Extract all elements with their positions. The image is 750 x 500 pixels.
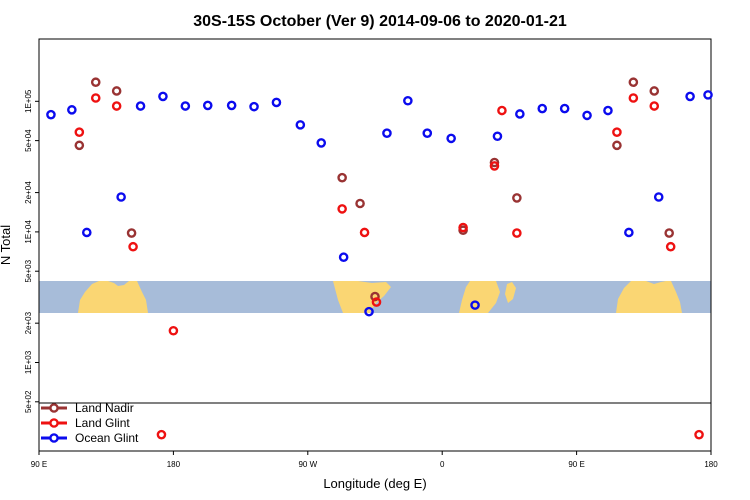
x-tick-label: 180 bbox=[167, 460, 181, 469]
x-tick-label: 90 W bbox=[298, 460, 317, 469]
data-point-ocean-glint bbox=[446, 133, 456, 144]
data-point-land-glint bbox=[458, 222, 468, 233]
data-points bbox=[46, 77, 713, 440]
map-land-south-america bbox=[333, 281, 391, 313]
data-point-land-nadir bbox=[111, 86, 122, 96]
y-tick-label: 1E+05 bbox=[24, 89, 33, 113]
y-tick-label: 5e+04 bbox=[24, 129, 33, 152]
data-point-ocean-glint bbox=[46, 109, 56, 120]
data-point-land-nadir bbox=[612, 140, 622, 151]
data-point-ocean-glint bbox=[249, 101, 259, 112]
data-point-ocean-glint bbox=[515, 109, 525, 119]
data-point-ocean-glint bbox=[81, 227, 92, 238]
data-point-land-nadir bbox=[664, 228, 674, 238]
data-point-land-nadir bbox=[370, 291, 380, 302]
x-axis: 90 E 180 90 W 0 90 E 180 bbox=[31, 451, 718, 469]
data-point-land-glint bbox=[371, 297, 382, 307]
data-point-ocean-glint bbox=[603, 105, 613, 116]
map-land-australia bbox=[78, 281, 148, 313]
data-point-land-nadir bbox=[512, 193, 522, 203]
data-point-ocean-glint bbox=[226, 100, 237, 111]
legend-marker bbox=[49, 433, 59, 443]
x-tick-label: 180 bbox=[704, 460, 718, 469]
data-point-land-nadir bbox=[649, 86, 660, 96]
data-point-land-glint bbox=[128, 241, 138, 252]
data-point-ocean-glint bbox=[295, 120, 306, 130]
data-point-land-glint bbox=[497, 105, 507, 116]
data-point-land-glint bbox=[359, 227, 370, 238]
data-point-ocean-glint bbox=[158, 91, 168, 102]
data-point-ocean-glint bbox=[180, 101, 191, 111]
data-point-ocean-glint bbox=[492, 131, 503, 142]
data-point-ocean-glint bbox=[403, 95, 413, 106]
data-point-land-glint bbox=[649, 101, 660, 111]
data-point-land-glint bbox=[628, 93, 639, 103]
data-point-land-nadir bbox=[90, 77, 101, 88]
data-point-ocean-glint bbox=[364, 306, 374, 317]
map-land-australia-east bbox=[616, 281, 682, 313]
world-map-band bbox=[39, 281, 711, 313]
legend-marker bbox=[49, 403, 59, 413]
data-point-ocean-glint bbox=[271, 97, 282, 108]
y-tick-label: 1E+03 bbox=[24, 350, 33, 374]
legend-label: Ocean Glint bbox=[75, 431, 139, 445]
data-point-ocean-glint bbox=[653, 192, 664, 202]
legend-label: Land Glint bbox=[75, 416, 130, 430]
data-point-land-glint bbox=[337, 204, 347, 214]
y-tick-label: 5e+03 bbox=[24, 259, 33, 282]
data-point-land-glint bbox=[512, 228, 522, 238]
data-point-land-glint bbox=[168, 325, 179, 336]
data-point-land-nadir bbox=[74, 140, 85, 151]
y-tick-label: 2e+04 bbox=[24, 181, 33, 204]
data-point-ocean-glint bbox=[685, 91, 695, 102]
y-axis-label: N Total bbox=[0, 225, 13, 265]
data-point-land-nadir bbox=[628, 77, 639, 88]
data-point-ocean-glint bbox=[135, 101, 146, 111]
data-point-ocean-glint bbox=[338, 252, 349, 263]
legend-frame bbox=[38, 402, 712, 452]
data-point-ocean-glint bbox=[202, 100, 213, 111]
data-point-land-glint bbox=[489, 161, 500, 171]
y-tick-label: 5e+02 bbox=[24, 390, 33, 413]
data-point-land-nadir bbox=[126, 228, 137, 238]
chart-title: 30S-15S October (Ver 9) 2014-09-06 to 20… bbox=[193, 13, 567, 30]
data-point-land-glint bbox=[156, 429, 167, 440]
data-point-ocean-glint bbox=[382, 128, 392, 138]
data-point-ocean-glint bbox=[470, 300, 480, 310]
data-point-land-nadir bbox=[489, 157, 500, 168]
data-point-land-glint bbox=[665, 241, 676, 252]
data-point-ocean-glint bbox=[422, 128, 433, 138]
y-tick-label: 2e+03 bbox=[24, 311, 33, 334]
map-land-africa bbox=[459, 281, 500, 313]
data-point-ocean-glint bbox=[67, 105, 77, 115]
data-point-ocean-glint bbox=[316, 138, 327, 148]
data-point-land-glint bbox=[694, 429, 704, 440]
y-tick-label: 1E+04 bbox=[24, 220, 33, 244]
data-point-land-glint bbox=[90, 93, 101, 103]
x-axis-label: Longitude (deg E) bbox=[323, 476, 426, 491]
data-point-land-glint bbox=[111, 101, 122, 111]
x-tick-label: 90 E bbox=[568, 460, 584, 469]
map-land-madagascar bbox=[505, 282, 516, 303]
x-tick-label: 0 bbox=[440, 460, 445, 469]
data-point-ocean-glint bbox=[559, 103, 570, 114]
data-point-land-nadir bbox=[337, 172, 347, 183]
data-point-ocean-glint bbox=[116, 192, 126, 202]
data-point-ocean-glint bbox=[537, 103, 548, 114]
data-point-ocean-glint bbox=[624, 227, 634, 238]
legend-marker bbox=[49, 418, 59, 428]
data-point-ocean-glint bbox=[703, 90, 713, 100]
data-point-ocean-glint bbox=[582, 110, 592, 121]
data-point-land-glint bbox=[74, 127, 85, 138]
data-point-land-nadir bbox=[355, 198, 365, 209]
data-point-land-glint bbox=[612, 127, 622, 138]
legend-label: Land Nadir bbox=[75, 401, 134, 415]
y-axis: 5e+02 1E+03 2e+03 5e+03 1E+04 2e+04 5e+04 1E+05 bbox=[24, 89, 39, 413]
x-tick-label: 90 E bbox=[31, 460, 47, 469]
